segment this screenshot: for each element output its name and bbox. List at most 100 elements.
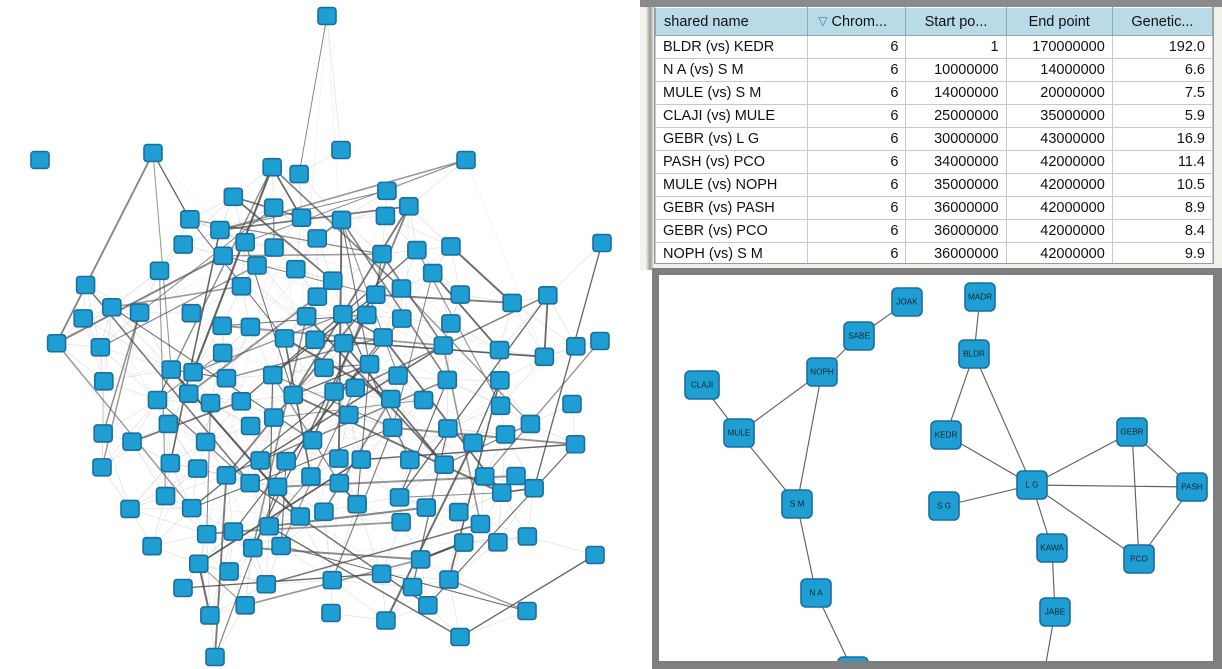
node-shape[interactable] <box>1116 417 1148 447</box>
node-shape[interactable] <box>517 601 537 621</box>
main-network-node[interactable] <box>256 574 277 594</box>
main-network-node[interactable] <box>324 382 344 401</box>
node-shape[interactable] <box>439 570 459 589</box>
node-shape[interactable] <box>250 451 270 470</box>
node-shape[interactable] <box>200 606 220 625</box>
column-header-chromosome[interactable]: ▽ Chrom... <box>807 7 907 36</box>
main-network-node[interactable] <box>231 391 252 411</box>
node-shape[interactable] <box>235 595 255 615</box>
table-row[interactable]: MULE (vs) S M 6 14000000 20000000 7.5 <box>655 81 1213 105</box>
node-shape[interactable] <box>495 425 516 444</box>
main-network-node[interactable] <box>520 414 541 434</box>
main-network-node[interactable] <box>322 271 343 291</box>
sub-network-node-jabe[interactable]: JABE <box>1039 597 1071 627</box>
main-network-node[interactable] <box>489 340 510 360</box>
node-shape[interactable] <box>183 362 203 382</box>
node-shape[interactable] <box>422 263 443 283</box>
node-shape[interactable] <box>223 187 244 207</box>
node-shape[interactable] <box>329 473 350 493</box>
node-shape[interactable] <box>566 336 586 356</box>
main-network-node[interactable] <box>212 343 233 363</box>
sub-network-node-sg[interactable]: S G <box>928 491 960 521</box>
node-shape[interactable] <box>155 486 176 506</box>
node-shape[interactable] <box>92 458 112 477</box>
sub-network-node-na[interactable]: N A <box>800 578 832 608</box>
table-row[interactable]: NOPH (vs) S M 6 36000000 42000000 9.9 <box>655 242 1213 263</box>
main-network-node[interactable] <box>502 293 522 313</box>
main-network-node[interactable] <box>250 451 270 470</box>
node-shape[interactable] <box>517 527 538 546</box>
main-network-node[interactable] <box>92 458 112 477</box>
main-network-node[interactable] <box>329 473 350 493</box>
main-network-node[interactable] <box>143 143 163 163</box>
main-network-node[interactable] <box>173 235 194 254</box>
node-shape[interactable] <box>470 514 491 534</box>
main-network-canvas[interactable] <box>0 0 648 669</box>
node-shape[interactable] <box>837 656 869 661</box>
node-shape[interactable] <box>216 466 237 485</box>
main-network-node[interactable] <box>263 408 284 427</box>
main-network-node[interactable] <box>391 309 412 328</box>
node-shape[interactable] <box>723 418 755 448</box>
main-network-node[interactable] <box>259 516 279 536</box>
node-shape[interactable] <box>806 357 838 387</box>
main-network-node[interactable] <box>410 550 431 569</box>
main-network-node[interactable] <box>438 419 458 438</box>
node-shape[interactable] <box>212 343 233 363</box>
node-shape[interactable] <box>161 360 182 379</box>
main-network-node[interactable] <box>391 279 412 298</box>
main-network-node[interactable] <box>524 478 544 498</box>
main-network-node[interactable] <box>181 498 202 518</box>
main-network-node[interactable] <box>305 330 325 350</box>
main-network-node[interactable] <box>263 198 284 217</box>
node-shape[interactable] <box>964 282 996 312</box>
node-shape[interactable] <box>843 321 875 351</box>
node-shape[interactable] <box>149 261 170 281</box>
node-shape[interactable] <box>263 198 284 217</box>
node-shape[interactable] <box>240 317 261 337</box>
node-shape[interactable] <box>247 256 267 275</box>
main-network-node[interactable] <box>155 486 176 506</box>
node-shape[interactable] <box>178 384 199 404</box>
main-network-node[interactable] <box>200 606 220 625</box>
main-network-node[interactable] <box>314 502 334 522</box>
node-shape[interactable] <box>240 416 261 436</box>
node-shape[interactable] <box>373 328 393 347</box>
main-network-node[interactable] <box>240 317 261 337</box>
node-shape[interactable] <box>195 432 216 452</box>
node-shape[interactable] <box>448 502 469 522</box>
main-network-node[interactable] <box>291 208 312 228</box>
table-row[interactable]: GEBR (vs) PCO 6 36000000 42000000 8.4 <box>655 219 1213 243</box>
node-shape[interactable] <box>102 297 122 317</box>
table-row[interactable]: CLAJI (vs) MULE 6 25000000 35000000 5.9 <box>655 104 1213 128</box>
node-shape[interactable] <box>291 208 312 228</box>
node-shape[interactable] <box>262 157 282 177</box>
sub-network-canvas[interactable]: JOAK SABE NOPH CLAJI MULE S M N A MIWE MADR BLDR K… <box>659 275 1213 661</box>
node-shape[interactable] <box>160 453 181 473</box>
sub-network-graph[interactable]: JOAK SABE NOPH CLAJI MULE S M N A MIWE MADR BLDR K… <box>659 275 1213 661</box>
main-network-node[interactable] <box>506 466 526 486</box>
main-network-node[interactable] <box>538 286 558 305</box>
main-network-node[interactable] <box>73 309 93 328</box>
node-shape[interactable] <box>271 536 291 556</box>
node-shape[interactable] <box>322 570 343 590</box>
main-network-node[interactable] <box>439 570 459 589</box>
main-network-node[interactable] <box>212 316 232 336</box>
main-network-node[interactable] <box>216 368 237 388</box>
column-header-end-point[interactable]: End point <box>1005 7 1113 36</box>
main-network-node[interactable] <box>213 246 233 266</box>
table-row[interactable]: N A (vs) S M 6 10000000 14000000 6.6 <box>655 58 1213 82</box>
main-network-node[interactable] <box>285 259 306 279</box>
main-network-node[interactable] <box>380 389 401 409</box>
node-shape[interactable] <box>450 285 471 304</box>
node-shape[interactable] <box>73 309 93 328</box>
table-row[interactable]: PASH (vs) PCO 6 34000000 42000000 11.4 <box>655 150 1213 174</box>
node-shape[interactable] <box>263 408 284 427</box>
main-network-node[interactable] <box>402 577 423 597</box>
main-network-node[interactable] <box>413 390 434 410</box>
main-network-node[interactable] <box>158 414 179 434</box>
main-network-node[interactable] <box>180 209 200 229</box>
node-shape[interactable] <box>30 150 50 170</box>
node-shape[interactable] <box>382 418 403 438</box>
node-shape[interactable] <box>289 164 309 184</box>
